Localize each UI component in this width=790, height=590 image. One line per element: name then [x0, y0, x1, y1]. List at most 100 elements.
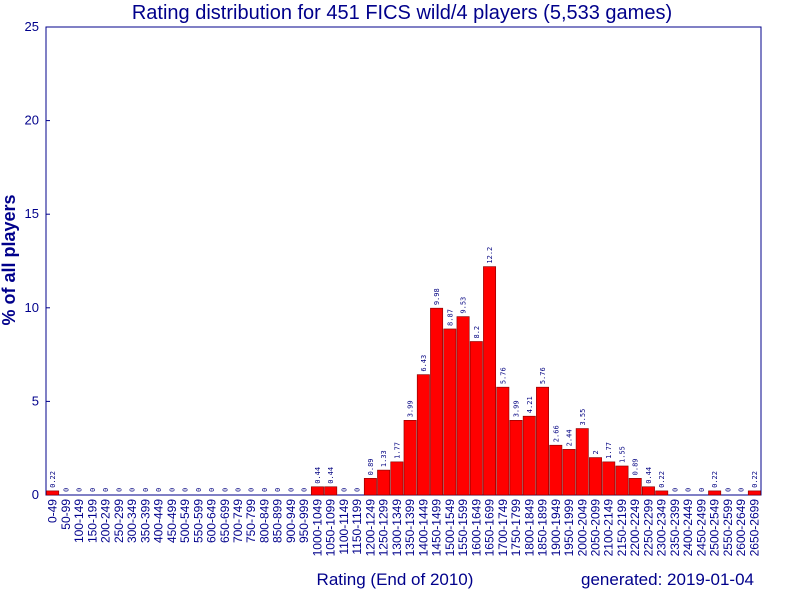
- data-label: 0: [261, 488, 269, 492]
- plot-area-frame: [45, 26, 762, 496]
- data-label: 0: [287, 488, 295, 492]
- x-tick-label: 0-49: [46, 499, 60, 523]
- bar: [430, 307, 444, 496]
- bar: [46, 490, 60, 496]
- x-tick-label: 2450-2499: [694, 499, 708, 557]
- x-tick-label: 2350-2399: [668, 499, 682, 557]
- data-label: 0.44: [327, 467, 335, 484]
- x-tick-label: 750-799: [244, 499, 258, 543]
- x-tick-label: 1850-1899: [536, 499, 550, 557]
- x-tick-label: 1600-1649: [469, 499, 483, 557]
- x-tick-label: 2100-2149: [602, 499, 616, 557]
- x-tick-label: 100-149: [72, 499, 86, 543]
- x-tick-label: 800-849: [257, 499, 271, 543]
- data-label: 0.44: [645, 467, 653, 484]
- x-tick-label: 150-199: [85, 499, 99, 543]
- data-label: 0: [671, 488, 679, 492]
- x-tick-label: 1550-1599: [456, 499, 470, 557]
- x-tick-label: 950-999: [297, 499, 311, 543]
- x-tick-label: 1200-1249: [363, 499, 377, 557]
- x-tick-label: 2550-2599: [721, 499, 735, 557]
- data-label: 0: [698, 488, 706, 492]
- data-label: 0.89: [367, 458, 375, 475]
- data-label: 0.44: [314, 467, 322, 484]
- bar: [403, 420, 417, 496]
- x-tick-label: 1100-1149: [337, 499, 351, 555]
- x-tick-label: 1750-1799: [509, 499, 523, 557]
- x-tick-label: 1950-1999: [562, 499, 576, 557]
- bar: [377, 469, 391, 496]
- data-labels: 0.22 0 0 0 0 0 0 0 0 0 0 0 0 0 0 0 0 0 0 0 0.44 0.44 0 0 0.89 1.3…: [49, 247, 759, 492]
- data-label: 9.53: [460, 297, 468, 314]
- x-tick-label: 250-299: [112, 499, 126, 543]
- data-label: 0: [234, 488, 242, 492]
- x-tick-label: 1150-1199: [350, 499, 364, 555]
- data-label: 0.22: [658, 471, 666, 488]
- bar: [483, 266, 497, 496]
- bar: [416, 374, 430, 496]
- data-label: 0: [76, 488, 84, 492]
- y-tick-label: 15: [25, 206, 39, 221]
- x-tick-label: 1300-1349: [390, 499, 404, 557]
- data-label: 0.89: [632, 458, 640, 475]
- data-label: 0.22: [751, 471, 759, 488]
- data-label: 0: [195, 488, 203, 492]
- data-label: 0: [155, 488, 163, 492]
- x-tick-label: 2400-2449: [681, 499, 695, 557]
- data-label: 9.98: [433, 288, 441, 305]
- x-tick-label: 650-699: [218, 499, 232, 543]
- bar: [549, 444, 563, 496]
- bar: [615, 465, 629, 496]
- data-label: 0: [354, 488, 362, 492]
- bar: [536, 386, 549, 496]
- bar: [641, 486, 655, 496]
- data-label: 2.66: [552, 425, 560, 442]
- x-tick-label: 2650-2699: [747, 499, 761, 557]
- bars: [46, 266, 761, 496]
- data-label: 1.55: [618, 446, 626, 463]
- data-label: 8.2: [473, 326, 481, 339]
- bar: [589, 457, 602, 496]
- y-tick-label: 0: [32, 487, 39, 502]
- data-label: 3.55: [579, 409, 587, 426]
- x-tick-label: 300-349: [125, 499, 139, 543]
- data-label: 0: [221, 488, 229, 492]
- bar: [469, 341, 483, 496]
- bar: [363, 478, 377, 496]
- x-tick-label: 1800-1849: [522, 499, 536, 557]
- y-axis-label: % of all players: [0, 194, 19, 325]
- x-tick-label: 500-549: [178, 499, 192, 543]
- data-label: 6.43: [420, 355, 428, 372]
- bar: [628, 478, 642, 496]
- data-label: 2.44: [566, 429, 574, 446]
- generated-date: generated: 2019-01-04: [581, 570, 754, 589]
- data-label: 0: [142, 488, 150, 492]
- data-label: 0: [248, 488, 256, 492]
- x-tick-label: 1350-1399: [403, 499, 417, 557]
- x-tick-label: 1000-1049: [310, 499, 324, 557]
- data-label: 0: [724, 488, 732, 492]
- x-tick-label: 1250-1299: [377, 499, 391, 557]
- bar: [655, 490, 669, 496]
- data-label: 0: [208, 488, 216, 492]
- data-label: 0.22: [711, 471, 719, 488]
- data-label: 0: [102, 488, 110, 492]
- chart-title: Rating distribution for 451 FICS wild/4 …: [132, 2, 672, 24]
- data-label: 8.87: [446, 309, 454, 326]
- bar: [562, 449, 576, 496]
- data-label: 0.22: [49, 471, 57, 488]
- bar: [522, 415, 536, 496]
- x-tick-label: 2250-2299: [641, 499, 655, 557]
- data-label: 0: [274, 488, 282, 492]
- x-axis-label: Rating (End of 2010): [317, 570, 474, 589]
- data-label: 0: [301, 488, 309, 492]
- x-tick-label: 400-449: [152, 499, 166, 543]
- y-tick-label: 5: [32, 393, 39, 408]
- bar: [575, 428, 589, 496]
- x-tick-label: 850-899: [271, 499, 285, 543]
- data-label: 5.76: [499, 367, 507, 384]
- x-tick-label: 900-949: [284, 499, 298, 543]
- data-label: 0: [115, 488, 123, 492]
- x-tick-label: 700-749: [231, 499, 245, 543]
